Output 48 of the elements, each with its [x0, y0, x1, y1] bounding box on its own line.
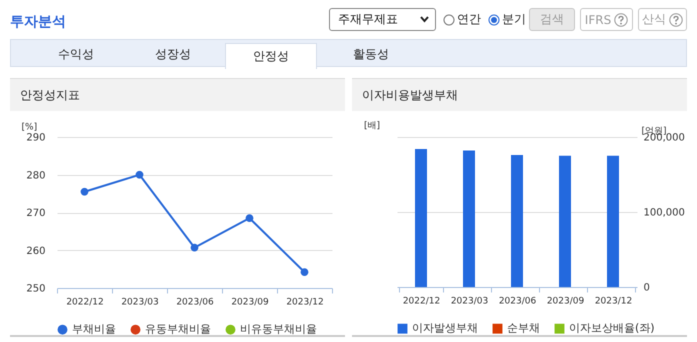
y-axis-title: [%] — [22, 122, 38, 132]
y-tick-label: 270 — [26, 208, 46, 219]
x-tick-label: 2023/06 — [498, 296, 536, 306]
chart-title: 이자비용발생부채 — [352, 78, 687, 111]
x-tick-label: 2023/12 — [594, 296, 632, 306]
legend-label: 순부채 — [507, 322, 540, 335]
x-tick-label: 2023/03 — [450, 296, 488, 306]
text: 주재무제표 — [329, 8, 436, 31]
legend-label: 부채비율 — [72, 322, 116, 336]
x-tick-label: 2023/06 — [176, 298, 214, 308]
text: 검색 — [529, 8, 575, 31]
text: 산식 — [638, 8, 687, 31]
bar — [463, 150, 475, 287]
x-tick-label: 2023/12 — [286, 298, 324, 308]
legend-label: 이자발생부채 — [412, 322, 478, 335]
y2-tick-label: 100,000 — [644, 208, 685, 218]
text: IFRS — [580, 8, 633, 31]
y-tick-label: 260 — [26, 246, 46, 257]
y-tick-label: 290 — [26, 132, 46, 144]
text: 안정성 — [225, 43, 317, 69]
y-tick-label: 280 — [26, 170, 46, 182]
legend-label: 이자보상배율(좌) — [569, 322, 655, 335]
y-axis-title: [배] — [364, 120, 380, 132]
y2-tick-label: 0 — [644, 282, 650, 294]
x-tick-label: 2023/03 — [121, 298, 159, 308]
point — [190, 244, 198, 252]
chart-title: 안정성지표 — [10, 78, 345, 111]
x-tick-label: 2023/09 — [231, 298, 269, 308]
x-tick-label: 2022/12 — [66, 298, 104, 308]
text: 성장성 — [154, 46, 192, 63]
bar — [607, 156, 619, 287]
bar — [415, 149, 427, 287]
point — [300, 268, 308, 276]
text: 수익성 — [57, 46, 95, 63]
legend-label: 유동부채비율 — [145, 322, 211, 336]
text: 분기 — [501, 11, 526, 28]
point — [136, 170, 144, 179]
legend-label: 비유동부채비율 — [240, 322, 317, 336]
point — [246, 214, 254, 222]
x-tick-label: 2023/09 — [546, 296, 584, 306]
y-tick-label: 250 — [26, 284, 46, 294]
point — [80, 188, 88, 196]
bar — [559, 156, 571, 287]
x-tick-label: 2022/12 — [402, 296, 440, 306]
text: 연간 — [456, 11, 481, 28]
text: 투자분석 — [10, 13, 66, 31]
bar — [511, 155, 523, 287]
text: 활동성 — [352, 46, 390, 63]
